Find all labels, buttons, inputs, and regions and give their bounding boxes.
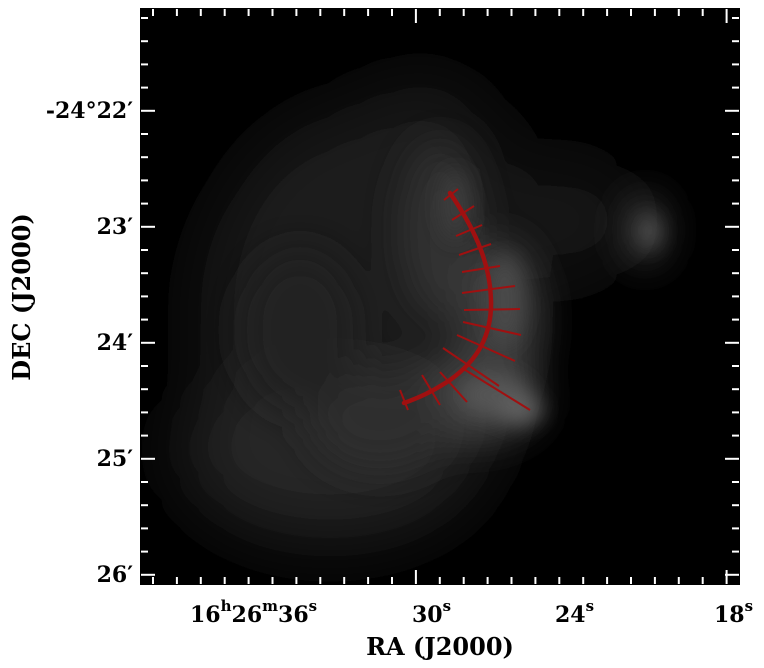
y-tick-label: 26′ xyxy=(97,562,134,588)
x-tick-label: 18s xyxy=(714,597,753,628)
x-tick-label: 16h26m36s xyxy=(190,597,317,628)
y-tick-labels: -24°22′ 23′ 24′ 25′ 26′ xyxy=(46,98,133,588)
cut-line xyxy=(442,347,500,387)
filament-spine xyxy=(401,190,494,406)
cut-line xyxy=(458,243,492,256)
tick-marks xyxy=(141,9,739,584)
cut-line xyxy=(461,367,531,411)
x-tick-label: 24s xyxy=(555,597,594,628)
x-tick-label: 30s xyxy=(412,597,451,628)
y-tick-label: 24′ xyxy=(97,330,134,356)
y-tick-label: 25′ xyxy=(97,446,134,472)
x-axis-title: RA (J2000) xyxy=(366,632,514,661)
cut-line xyxy=(455,224,483,237)
y-tick-label: -24°22′ xyxy=(46,98,133,124)
x-tick-labels: 16h26m36s 30s 24s 18s xyxy=(190,597,753,628)
cut-line xyxy=(399,389,409,411)
sky-image xyxy=(141,9,739,584)
y-axis-title: DEC (J2000) xyxy=(7,213,36,380)
cut-line xyxy=(439,371,468,403)
cut-line xyxy=(456,334,516,362)
cut-line xyxy=(462,321,522,336)
y-tick-label: 23′ xyxy=(97,214,134,240)
filament-overlay xyxy=(399,188,531,411)
cut-line xyxy=(461,265,501,273)
